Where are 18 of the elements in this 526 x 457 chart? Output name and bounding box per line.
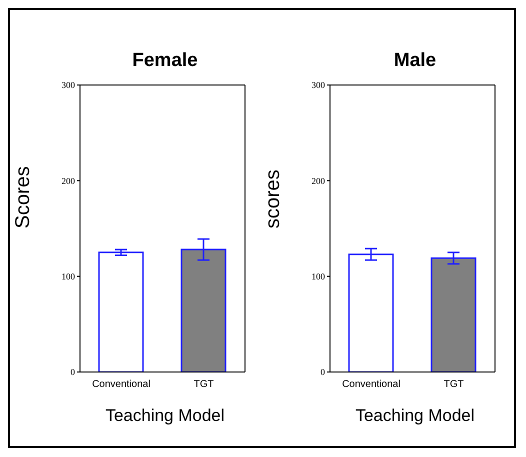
x-tick-label: Conventional: [92, 379, 150, 390]
y-tick-label: 100: [312, 272, 326, 282]
chart-title: Male: [392, 49, 438, 73]
y-tick-label: 0: [70, 367, 76, 378]
x-tick-label: Conventional: [342, 379, 400, 390]
y-axis-title: scores: [262, 170, 284, 228]
y-tick-label: 300: [62, 80, 76, 90]
y-tick-label: 0: [320, 367, 326, 378]
x-axis-title: Teaching Model: [104, 406, 226, 426]
x-tick-label: TGT: [444, 379, 464, 390]
y-tick-label: 300: [312, 80, 326, 90]
chart-title: Female: [131, 49, 199, 73]
y-axis-title: Scores: [12, 166, 34, 228]
y-tick-label: 200: [312, 176, 326, 186]
y-tick-label: 100: [62, 272, 76, 282]
x-tick-label: TGT: [194, 379, 214, 390]
y-tick-label: 200: [62, 176, 76, 186]
x-axis-title: Teaching Model: [354, 406, 476, 426]
